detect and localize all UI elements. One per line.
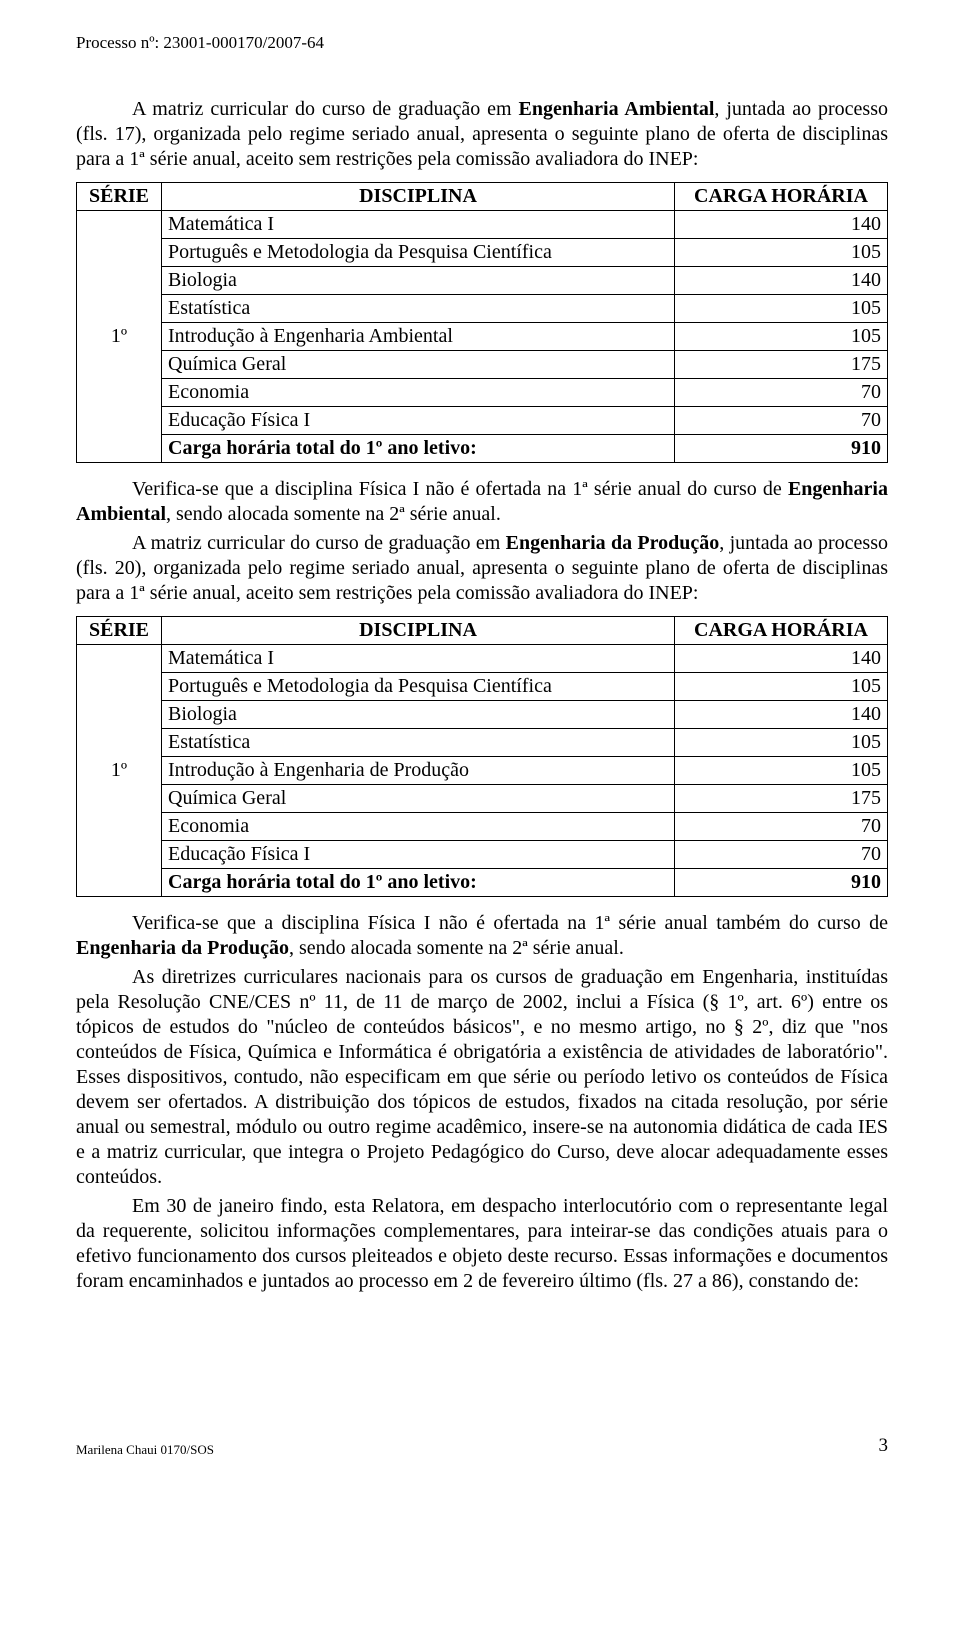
table-row: 140 — [675, 701, 888, 729]
mid-paragraph-1: Verifica-se que a disciplina Física I nã… — [76, 477, 888, 527]
table-row: Educação Física I — [162, 407, 675, 435]
intro1-text-a: A matriz curricular do curso de graduaçã… — [132, 98, 519, 120]
table-row: 105 — [675, 295, 888, 323]
table-row: 105 — [675, 757, 888, 785]
table-row: Português e Metodologia da Pesquisa Cien… — [162, 673, 675, 701]
table-row: Estatística — [162, 295, 675, 323]
intro1-text-b: Engenharia Ambiental — [519, 98, 715, 120]
table-row: 140 — [675, 645, 888, 673]
table-row: 175 — [675, 351, 888, 379]
process-header: Processo nº: 23001-000170/2007-64 — [76, 32, 888, 53]
table-row: Química Geral — [162, 351, 675, 379]
footer-left: Marilena Chaui 0170/SOS — [76, 1442, 214, 1458]
tail-paragraph-2: As diretrizes curriculares nacionais par… — [76, 965, 888, 1190]
total-label: Carga horária total do 1º ano letivo: — [162, 435, 675, 463]
tail-paragraph-1: Verifica-se que a disciplina Física I nã… — [76, 911, 888, 961]
table-row: 175 — [675, 785, 888, 813]
table-row: 105 — [675, 729, 888, 757]
table-row: Estatística — [162, 729, 675, 757]
table-row: 105 — [675, 323, 888, 351]
th-disciplina: DISCIPLINA — [162, 183, 675, 211]
curriculum-table-1: SÉRIE DISCIPLINA CARGA HORÁRIA 1º Matemá… — [76, 182, 888, 463]
page-number: 3 — [879, 1434, 889, 1458]
intro-paragraph-1: A matriz curricular do curso de graduaçã… — [76, 97, 888, 172]
table-row: 70 — [675, 379, 888, 407]
table-row: Educação Física I — [162, 841, 675, 869]
table-row: 70 — [675, 813, 888, 841]
th-serie: SÉRIE — [77, 183, 162, 211]
table-row: 140 — [675, 267, 888, 295]
table-row: Economia — [162, 379, 675, 407]
table-row: Economia — [162, 813, 675, 841]
th-disciplina: DISCIPLINA — [162, 617, 675, 645]
table-row: Matemática I — [162, 211, 675, 239]
serie-cell: 1º — [77, 211, 162, 463]
table-row: Biologia — [162, 701, 675, 729]
th-carga: CARGA HORÁRIA — [675, 183, 888, 211]
mid1-p1-a: Verifica-se que a disciplina Física I nã… — [132, 478, 788, 500]
table-row: Introdução à Engenharia Ambiental — [162, 323, 675, 351]
th-carga: CARGA HORÁRIA — [675, 617, 888, 645]
curriculum-table-2: SÉRIE DISCIPLINA CARGA HORÁRIA 1º Matemá… — [76, 616, 888, 897]
tail-p1-a: Verifica-se que a disciplina Física I nã… — [132, 912, 888, 934]
mid1-p2-a: A matriz curricular do curso de graduaçã… — [132, 532, 506, 554]
total-value: 910 — [675, 869, 888, 897]
tail-p1-c: , sendo alocada somente na 2ª série anua… — [289, 937, 624, 959]
table-row: Português e Metodologia da Pesquisa Cien… — [162, 239, 675, 267]
table-row: 140 — [675, 211, 888, 239]
table-row: 105 — [675, 673, 888, 701]
table-row: Matemática I — [162, 645, 675, 673]
mid1-p1-c: , sendo alocada somente na 2ª série anua… — [166, 503, 501, 525]
tail-paragraph-3: Em 30 de janeiro findo, esta Relatora, e… — [76, 1194, 888, 1294]
table-row: 70 — [675, 407, 888, 435]
th-serie: SÉRIE — [77, 617, 162, 645]
table-row: Introdução à Engenharia de Produção — [162, 757, 675, 785]
table-row: 70 — [675, 841, 888, 869]
table-row: Química Geral — [162, 785, 675, 813]
total-value: 910 — [675, 435, 888, 463]
total-label: Carga horária total do 1º ano letivo: — [162, 869, 675, 897]
serie-cell: 1º — [77, 645, 162, 897]
mid-paragraph-2: A matriz curricular do curso de graduaçã… — [76, 531, 888, 606]
mid1-p2-b: Engenharia da Produção — [506, 532, 720, 554]
table-row: 105 — [675, 239, 888, 267]
tail-p1-b: Engenharia da Produção — [76, 937, 289, 959]
table-row: Biologia — [162, 267, 675, 295]
